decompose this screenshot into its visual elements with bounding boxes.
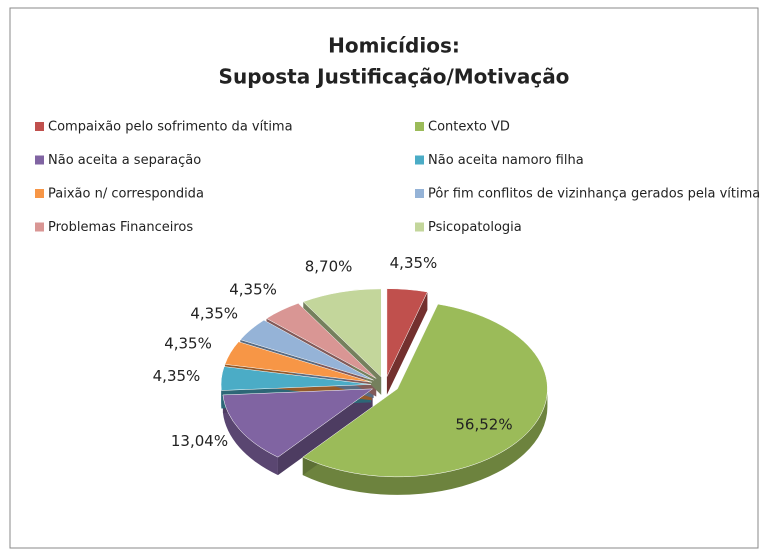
data-label: 4,35% xyxy=(229,280,277,298)
legend-label: Não aceita a separação xyxy=(48,153,201,168)
legend-label: Paixão n/ correspondida xyxy=(48,187,204,202)
data-label: 4,35% xyxy=(164,334,212,352)
slice xyxy=(220,366,372,391)
slice xyxy=(386,288,428,377)
legend-swatch xyxy=(415,155,424,165)
slice xyxy=(266,303,377,379)
legend-swatch xyxy=(35,122,44,131)
legend-label: Contexto VD xyxy=(428,120,510,135)
slice xyxy=(302,288,382,378)
legend-label: Problemas Financeiros xyxy=(48,220,193,235)
data-label: 4,35% xyxy=(153,367,201,385)
legend-swatch xyxy=(35,155,44,165)
data-label: 4,35% xyxy=(190,305,238,323)
legend-label: Compaixão pelo sofrimento da vítima xyxy=(48,120,293,135)
slice xyxy=(224,341,372,383)
legend-swatch xyxy=(415,122,424,131)
legend-swatch xyxy=(415,189,424,198)
data-label: 56,52% xyxy=(455,416,512,434)
pie-tops xyxy=(220,288,548,478)
legend-swatch xyxy=(35,189,44,198)
chart-title: Homicídios: xyxy=(328,34,460,58)
slice-wall xyxy=(386,291,428,395)
data-label: 13,04% xyxy=(171,432,228,450)
chart-subtitle: Suposta Justificação/Motivação xyxy=(219,65,570,89)
slice xyxy=(222,388,374,458)
slice xyxy=(302,303,548,478)
slice-side xyxy=(302,388,548,495)
data-label: 4,35% xyxy=(390,254,438,272)
legend-label: Não aceita namoro filha xyxy=(428,153,584,168)
slice-side xyxy=(222,394,278,476)
slice xyxy=(239,319,374,381)
slice-wall xyxy=(277,388,373,476)
data-label: 8,70% xyxy=(305,257,353,275)
legend-swatch xyxy=(415,222,424,232)
legend-swatch xyxy=(35,222,44,232)
legend-label: Psicopatologia xyxy=(428,220,522,235)
legend-label: Pôr fim conflitos de vizinhança gerados … xyxy=(428,187,760,202)
